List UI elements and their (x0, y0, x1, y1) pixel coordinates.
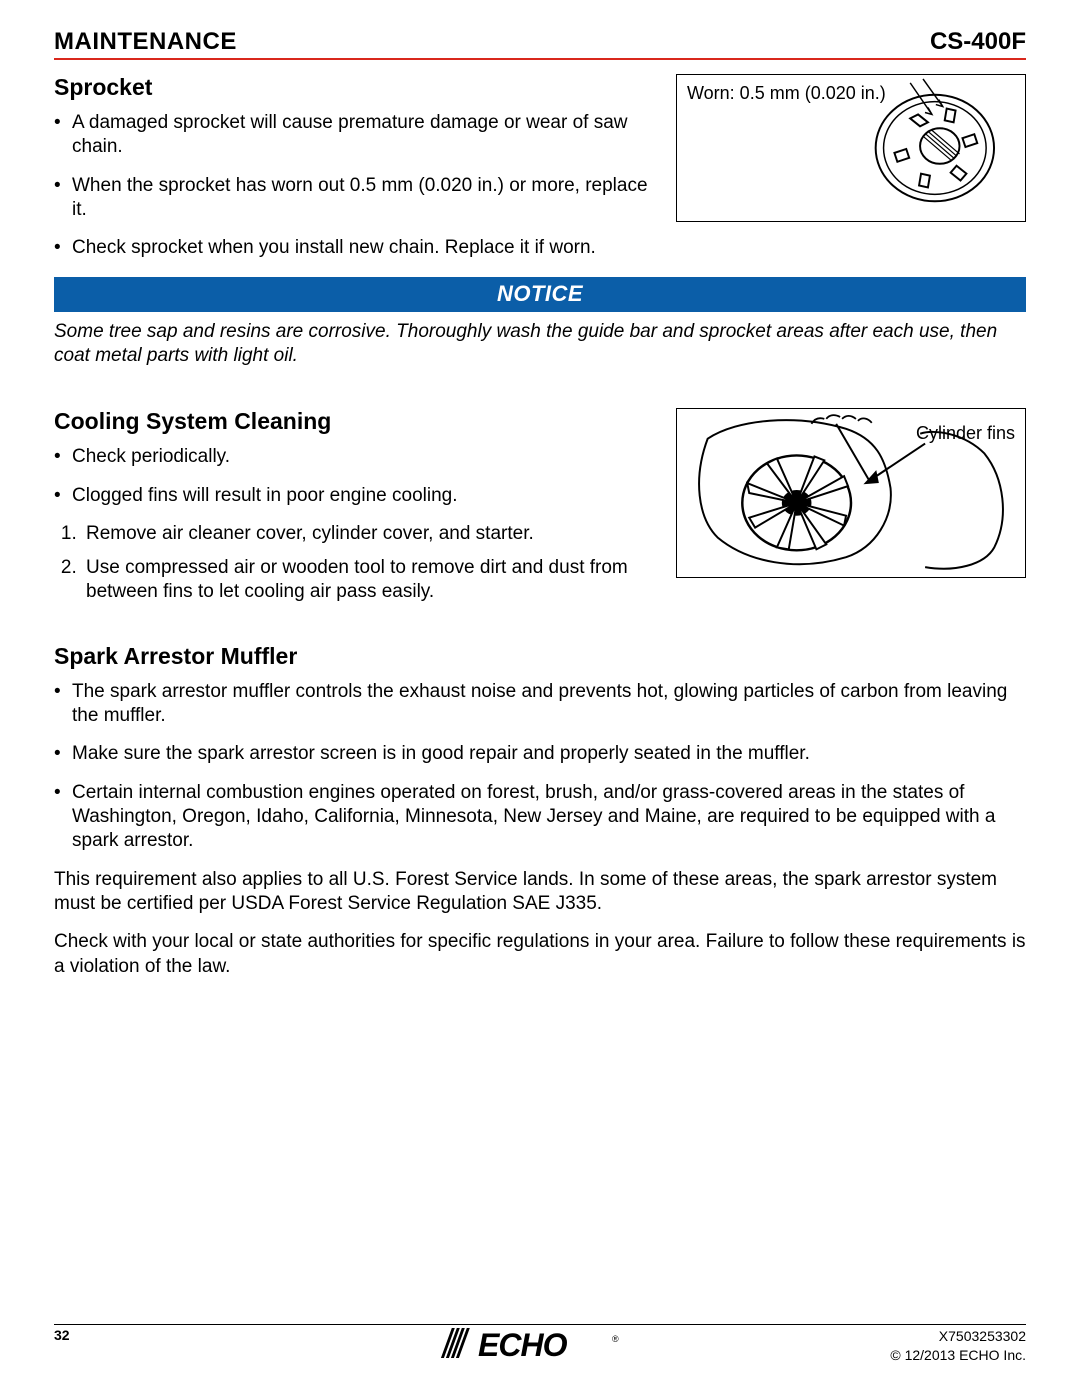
cooling-figure-column: Cylinder fins (676, 408, 1026, 578)
cooling-text-column: Cooling System Cleaning Check periodical… (54, 408, 656, 615)
page-header: MAINTENANCE CS-400F (54, 28, 1026, 60)
spark-paragraph: This requirement also applies to all U.S… (54, 868, 1026, 917)
spark-bullet: Certain internal combustion engines oper… (72, 781, 1026, 854)
spark-paragraph: Check with your local or state authoriti… (54, 930, 1026, 979)
cooling-bullets: Check periodically. Clogged fins will re… (54, 445, 656, 508)
svg-text:ECHO: ECHO (478, 1327, 568, 1363)
header-model-number: CS-400F (930, 28, 1026, 56)
sprocket-title: Sprocket (54, 74, 656, 101)
cooling-steps: Remove air cleaner cover, cylinder cover… (54, 522, 656, 605)
cooling-step: Use compressed air or wooden tool to rem… (82, 556, 656, 605)
footer-right: X7503253302 © 12/2013 ECHO Inc. (890, 1327, 1026, 1365)
sprocket-diagram-icon (677, 75, 1025, 221)
page-number: 32 (54, 1327, 70, 1343)
cooling-step: Remove air cleaner cover, cylinder cover… (82, 522, 656, 546)
spark-title: Spark Arrestor Muffler (54, 643, 1026, 670)
sprocket-bullet: Check sprocket when you install new chai… (72, 236, 656, 260)
cooling-section: Cooling System Cleaning Check periodical… (54, 408, 1026, 615)
sprocket-bullets: A damaged sprocket will cause premature … (54, 111, 656, 261)
sprocket-section: Sprocket A damaged sprocket will cause p… (54, 74, 1026, 275)
svg-text:®: ® (612, 1334, 619, 1344)
echo-logo-icon: ECHO ® (440, 1322, 640, 1364)
copyright: © 12/2013 ECHO Inc. (890, 1346, 1026, 1365)
sprocket-figure-column: Worn: 0.5 mm (0.020 in.) (676, 74, 1026, 222)
spark-bullets: The spark arrestor muffler controls the … (54, 680, 1026, 854)
cooling-diagram-icon (677, 409, 1025, 577)
sprocket-text-column: Sprocket A damaged sprocket will cause p… (54, 74, 656, 275)
notice-text: Some tree sap and resins are corrosive. … (54, 320, 1026, 369)
header-section-title: MAINTENANCE (54, 28, 237, 56)
spark-section: Spark Arrestor Muffler The spark arresto… (54, 643, 1026, 979)
notice-banner: NOTICE (54, 277, 1026, 312)
spark-bullet: Make sure the spark arrestor screen is i… (72, 742, 1026, 766)
brand-logo: ECHO ® (440, 1322, 640, 1369)
cooling-bullet: Clogged fins will result in poor engine … (72, 484, 656, 508)
document-number: X7503253302 (890, 1327, 1026, 1346)
cooling-title: Cooling System Cleaning (54, 408, 656, 435)
cooling-bullet: Check periodically. (72, 445, 656, 469)
sprocket-bullet: A damaged sprocket will cause premature … (72, 111, 656, 160)
sprocket-figure: Worn: 0.5 mm (0.020 in.) (676, 74, 1026, 222)
cooling-figure: Cylinder fins (676, 408, 1026, 578)
spark-bullet: The spark arrestor muffler controls the … (72, 680, 1026, 729)
sprocket-bullet: When the sprocket has worn out 0.5 mm (0… (72, 174, 656, 223)
